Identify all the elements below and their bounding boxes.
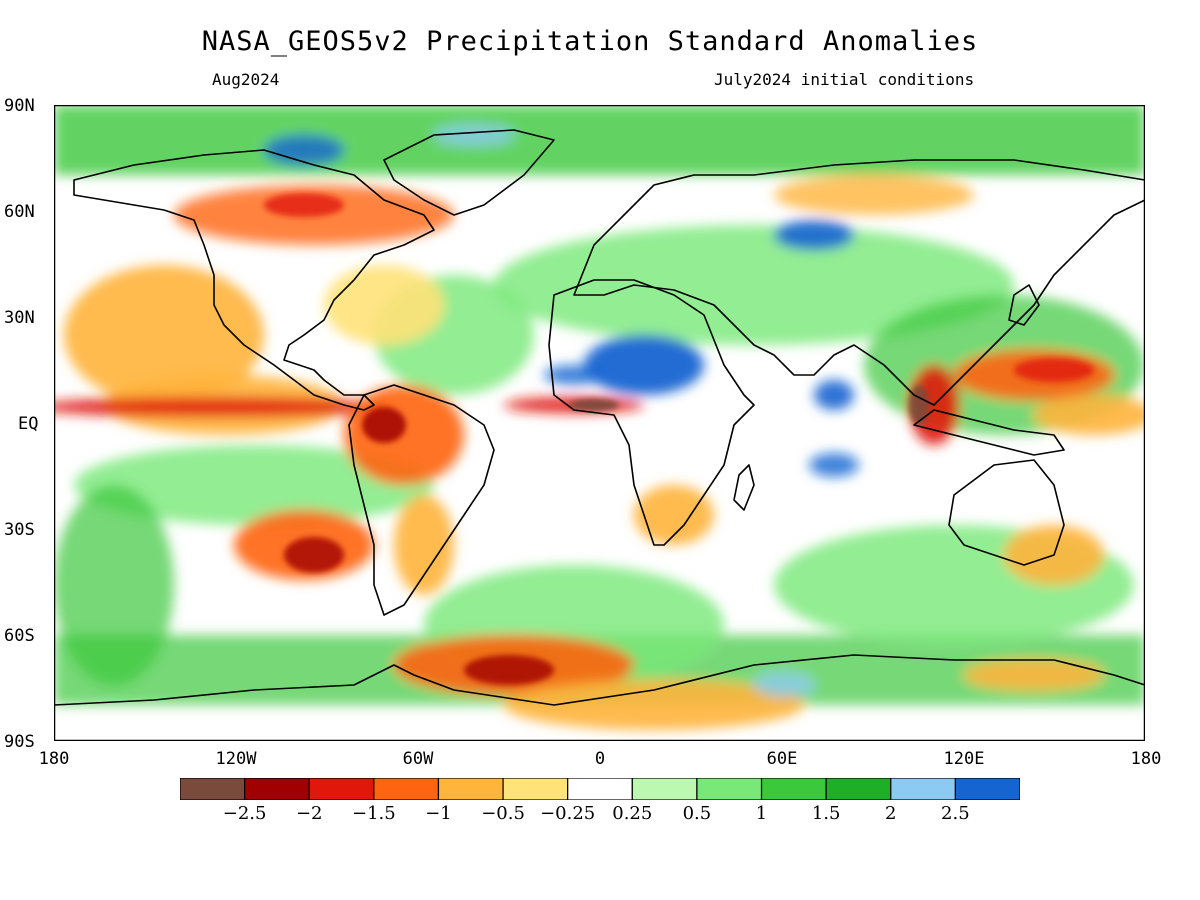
colorbar-swatch [631, 778, 698, 800]
colorbar-swatch [308, 778, 375, 800]
eurasia-coast [573, 159, 1145, 406]
colorbar-swatch [954, 778, 1020, 800]
colorbar-swatch [696, 778, 763, 800]
lon-label-180w: 180 [38, 749, 70, 769]
colorbar-tick-label: −0.25 [540, 803, 596, 824]
lat-label-60s: 60S [4, 626, 35, 646]
colorbar-tick-label: 0.25 [612, 803, 653, 824]
colorbar-swatch [180, 778, 246, 800]
colorbar-tick-label: 1.5 [811, 803, 841, 824]
chart-title: NASA_GEOS5v2 Precipitation Standard Anom… [201, 26, 979, 57]
colorbar-tick-label: −1.5 [351, 803, 396, 824]
lon-label-60e: 60E [766, 749, 798, 769]
lon-label-60w: 60W [402, 749, 434, 769]
lat-label-90n: 90N [4, 96, 35, 116]
colorbar-tick-label: −2 [295, 803, 323, 824]
lon-label-180e: 180 [1130, 749, 1162, 769]
anomaly-field [54, 105, 1145, 730]
colorbar-swatch [502, 778, 569, 800]
lat-label-30n: 30N [4, 308, 35, 328]
colorbar-tick-label: −0.5 [481, 803, 525, 824]
colorbar [180, 778, 1020, 800]
antarctica-coast [54, 654, 1145, 706]
colorbar-swatch [373, 778, 440, 800]
lon-label-0: 0 [594, 749, 606, 769]
africa-coast [548, 279, 755, 546]
lat-label-90s: 90S [4, 732, 35, 752]
colorbar-tick-label: −2.5 [222, 803, 267, 824]
greenland-coast [383, 129, 555, 216]
south-america-coast [348, 384, 495, 616]
initial-conditions: July2024 initial conditions [714, 70, 975, 89]
colorbar-tick-label: 0.5 [682, 803, 712, 824]
lat-label-30s: 30S [4, 520, 35, 540]
japan-coast [1008, 284, 1040, 326]
north-america-coast [73, 149, 435, 411]
indonesia-coast [913, 409, 1065, 456]
colorbar-tick-label: 2.5 [941, 803, 970, 824]
forecast-month: Aug2024 [212, 70, 280, 89]
colorbar-tick-label: 1 [755, 803, 768, 824]
colorbar-swatch [567, 778, 633, 800]
strong-anomaly-cores [264, 193, 1094, 685]
colorbar-swatch [244, 778, 310, 800]
colorbar-swatch [890, 778, 956, 800]
colorbar-swatch [760, 778, 827, 800]
coastlines [54, 129, 1145, 706]
precip-anomaly-map [54, 105, 1145, 741]
lat-label-60n: 60N [4, 202, 35, 222]
colorbar-swatch [437, 778, 504, 800]
colorbar-swatch [825, 778, 892, 800]
lon-label-120w: 120W [215, 749, 257, 769]
lon-label-120e: 120E [943, 749, 985, 769]
colorbar-tick-label: −1 [425, 803, 452, 824]
madagascar-coast [733, 464, 755, 511]
australia-coast [948, 459, 1065, 566]
lat-label-eq: EQ [18, 414, 39, 434]
colorbar-tick-label: 2 [885, 803, 897, 824]
map-frame [54, 105, 1145, 741]
